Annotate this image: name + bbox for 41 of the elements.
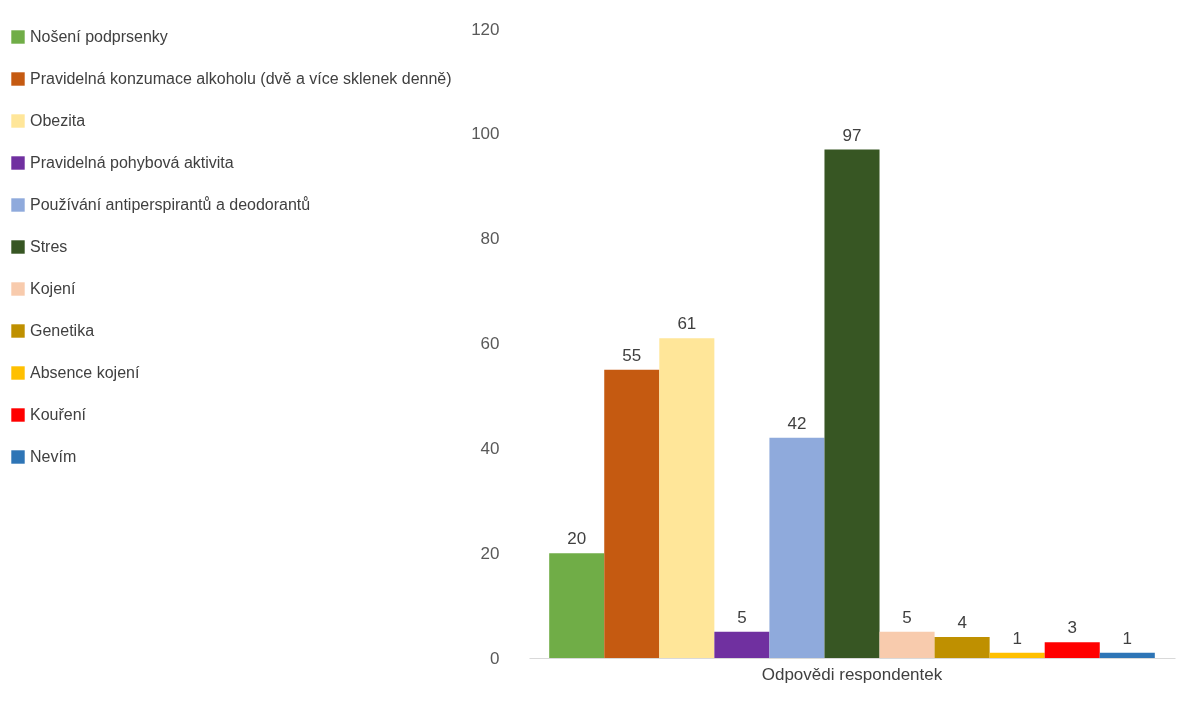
bar <box>1099 652 1155 658</box>
data-label: 4 <box>957 613 967 633</box>
bar <box>659 338 715 658</box>
bar <box>714 631 770 658</box>
bar <box>989 652 1045 658</box>
legend-label: Stres <box>30 238 68 255</box>
data-label: 3 <box>1067 618 1077 638</box>
legend-label: Pravidelná konzumace alkoholu (dvě a více sklenek denně) <box>30 70 452 87</box>
legend-label: Pravidelná pohybová aktivita <box>30 154 234 171</box>
bar <box>1044 642 1100 658</box>
bar <box>549 553 605 658</box>
y-tick-label: 40 <box>480 438 500 458</box>
legend-label: Obezita <box>30 112 86 129</box>
legend-label: Genetika <box>30 322 95 339</box>
bar <box>824 149 880 658</box>
legend-label: Kojení <box>30 280 76 297</box>
bar <box>769 437 825 658</box>
y-tick-label: 0 <box>490 648 500 668</box>
data-label: 97 <box>842 125 862 145</box>
y-tick-label: 60 <box>480 334 500 353</box>
data-label: 42 <box>787 413 807 433</box>
bar <box>604 369 660 658</box>
data-label: 1 <box>1012 628 1022 648</box>
y-tick-label: 20 <box>480 543 500 563</box>
data-label: 55 <box>622 345 642 365</box>
data-label: 20 <box>567 529 587 549</box>
data-label: 5 <box>737 607 747 627</box>
x-tick-label: Odpovědi respondentek <box>761 664 943 684</box>
bar <box>879 631 935 658</box>
legend-label: Nošení podprsenky <box>30 28 168 45</box>
y-tick-label: 80 <box>480 229 500 249</box>
legend-label: Kouření <box>30 406 87 423</box>
data-label: 1 <box>1122 628 1133 648</box>
y-tick-label: 100 <box>471 124 500 144</box>
legend-label: Používání antiperspirantů a deodorantů <box>30 196 311 213</box>
data-label: 61 <box>677 314 697 334</box>
legend-label: Nevím <box>30 448 77 465</box>
data-label: 5 <box>902 607 912 627</box>
bar <box>934 637 990 658</box>
y-tick-label: 120 <box>471 19 500 39</box>
legend-label: Absence kojení <box>30 364 140 381</box>
